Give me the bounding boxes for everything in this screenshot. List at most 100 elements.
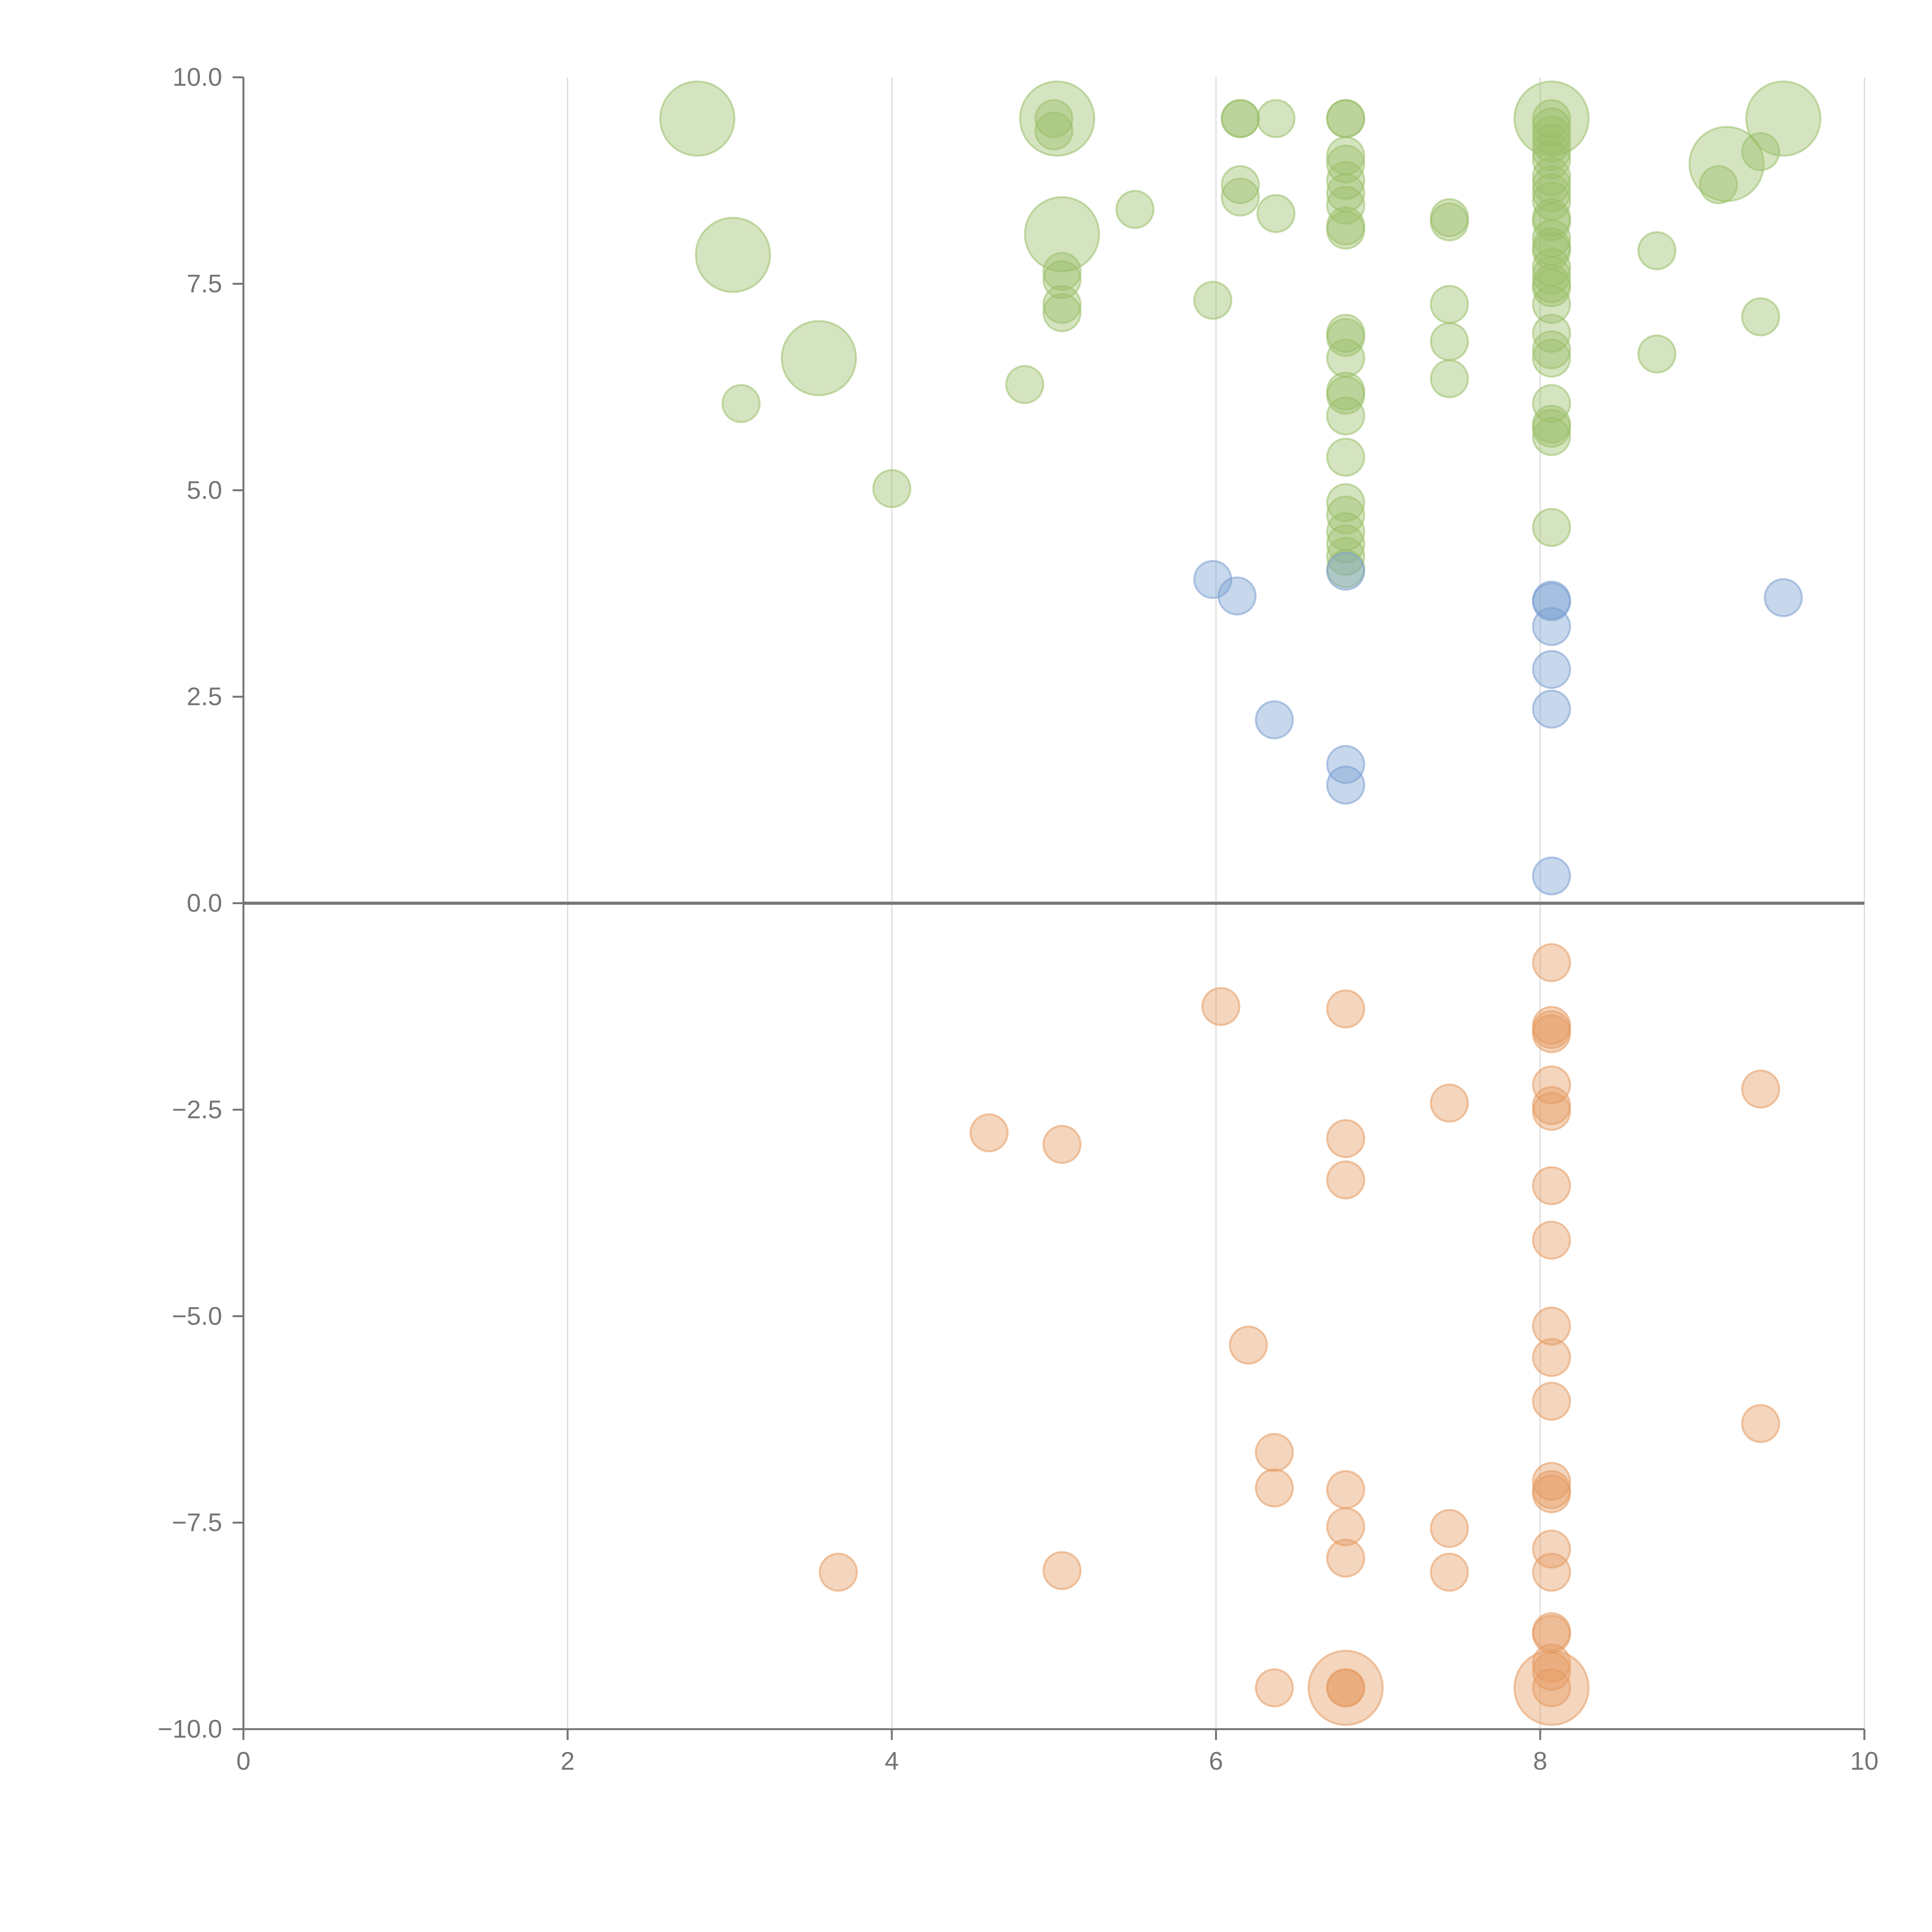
scatter-point xyxy=(1532,417,1571,456)
scatter-point xyxy=(1532,856,1571,896)
scatter-point xyxy=(1532,256,1571,295)
scatter-point xyxy=(1532,408,1571,448)
scatter-point xyxy=(1532,650,1571,689)
scatter-point xyxy=(1326,338,1366,378)
scatter-point xyxy=(1430,1509,1469,1548)
scatter-point xyxy=(1255,1668,1294,1708)
y-tick-label: 5.0 xyxy=(187,476,222,504)
scatter-point xyxy=(1745,80,1821,157)
scatter-point xyxy=(1532,607,1571,646)
scatter-point xyxy=(969,1113,1009,1153)
scatter-point xyxy=(1005,365,1044,404)
scatter-point xyxy=(1221,177,1260,217)
scatter-point xyxy=(1326,396,1366,435)
scatter-point xyxy=(1221,99,1260,138)
scatter-point xyxy=(1532,124,1571,163)
x-tick-label: 10 xyxy=(1850,1747,1878,1775)
scatter-point xyxy=(1326,210,1366,250)
scatter-point xyxy=(1255,1433,1294,1472)
scatter-point xyxy=(695,217,771,293)
scatter-point xyxy=(1532,1014,1571,1053)
scatter-point xyxy=(1019,80,1095,157)
data-points xyxy=(659,80,1821,1726)
scatter-point xyxy=(1326,551,1366,591)
scatter-point xyxy=(1637,231,1677,270)
scatter-point xyxy=(1042,285,1082,324)
scatter-point xyxy=(1637,334,1677,374)
scatter-point xyxy=(1326,144,1366,184)
scatter-point xyxy=(1326,318,1366,357)
scatter-point xyxy=(1326,495,1366,535)
scatter-point xyxy=(1532,1474,1571,1514)
scatter-point xyxy=(781,320,857,396)
scatter-point xyxy=(1193,560,1233,599)
scatter-point xyxy=(1042,1125,1082,1164)
scatter-series xyxy=(659,80,1821,588)
x-tick-label: 2 xyxy=(561,1747,575,1775)
scatter-point xyxy=(1042,252,1082,291)
scatter-point xyxy=(1532,508,1571,547)
scatter-point xyxy=(1229,1325,1268,1365)
scatter-point xyxy=(1699,165,1738,204)
scatter-point xyxy=(1255,1468,1294,1508)
scatter-point xyxy=(1532,689,1571,729)
y-tick-label: 10.0 xyxy=(173,63,222,91)
y-tick-label: −5.0 xyxy=(172,1301,222,1330)
scatter-point xyxy=(1430,1553,1469,1592)
scatter-point xyxy=(1430,202,1469,242)
scatter-point xyxy=(1741,132,1781,171)
scatter-point xyxy=(1532,1529,1571,1569)
scatter-point xyxy=(721,384,761,423)
y-tick-label: 7.5 xyxy=(187,269,222,298)
scatter-point xyxy=(1326,1507,1366,1546)
scatter-point xyxy=(1115,190,1155,229)
scatter-point xyxy=(1430,359,1469,398)
scatter-point xyxy=(1326,99,1366,138)
y-tick-label: −10.0 xyxy=(158,1714,222,1743)
scatter-point xyxy=(1042,1551,1082,1590)
scatter-point xyxy=(1326,1668,1366,1708)
scatter-point xyxy=(819,1553,858,1592)
y-tick-label: 0.0 xyxy=(187,889,222,917)
scatter-point xyxy=(1218,576,1257,616)
scatter-point xyxy=(1326,537,1366,576)
scatter-point xyxy=(1741,1404,1781,1443)
scatter-series xyxy=(819,943,1781,1726)
scatter-point xyxy=(1326,1470,1366,1509)
scatter-point xyxy=(1741,297,1781,337)
axes: 0 2 4 6 8 10 10.0 7.5 5.0 2.5 0.0 −2.5 −5.0 −7.5 −10.0 xyxy=(158,63,1879,1775)
scatter-point xyxy=(1326,1539,1366,1578)
scatter-point xyxy=(1532,1221,1571,1260)
scatter-series xyxy=(1193,551,1803,896)
scatter-point xyxy=(1326,1160,1366,1200)
x-tick-label: 0 xyxy=(236,1747,251,1775)
scatter-point xyxy=(1326,437,1366,477)
scatter-point xyxy=(1532,338,1571,378)
scatter-point xyxy=(1034,99,1073,138)
scatter-point xyxy=(1430,285,1469,324)
scatter-point xyxy=(1532,1462,1571,1501)
scatter-point xyxy=(1256,99,1296,138)
x-tick-label: 4 xyxy=(885,1747,899,1775)
y-tick-label: −2.5 xyxy=(172,1095,222,1124)
x-tick-label: 8 xyxy=(1533,1747,1548,1775)
scatter-point xyxy=(1326,745,1366,784)
scatter-point xyxy=(1255,700,1294,740)
scatter-point xyxy=(1532,1553,1571,1592)
scatter-point xyxy=(1532,1651,1571,1691)
scatter-point xyxy=(872,469,912,508)
scatter-point xyxy=(1326,483,1366,522)
scatter-point xyxy=(1034,111,1073,151)
scatter-point xyxy=(1532,943,1571,982)
scatter-point xyxy=(1193,281,1233,320)
scatter-point xyxy=(1308,1650,1384,1726)
scatter-point xyxy=(1532,1166,1571,1206)
scatter-point xyxy=(1430,322,1469,361)
scatter-point xyxy=(1741,1069,1781,1109)
scatter-point xyxy=(1764,578,1803,617)
scatter-point xyxy=(1326,376,1366,415)
x-tick-label: 6 xyxy=(1209,1747,1223,1775)
scatter-point xyxy=(1042,293,1082,332)
y-tick-label: −7.5 xyxy=(172,1508,222,1537)
